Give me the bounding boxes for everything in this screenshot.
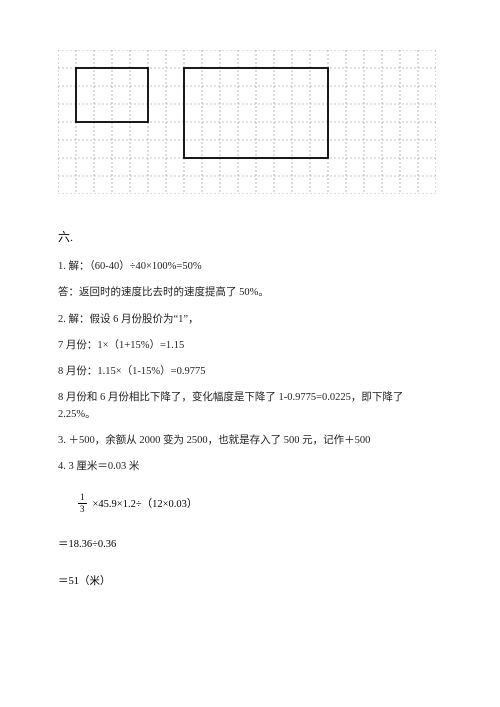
answer-line-1: 答：返回时的速度比去时的速度提高了 50%。 <box>58 285 442 301</box>
result-step-2: ＝51（米） <box>58 573 442 588</box>
month8-line: 8 月份：1.15×（1-15%）=0.9775 <box>58 364 442 380</box>
grid-diagram <box>58 50 436 194</box>
formula: 1 3 ×45.9×1.2÷（12×0.03） <box>78 493 442 514</box>
fraction-denominator: 3 <box>78 503 87 514</box>
solution-line-2: 2. 解：假设 6 月份股价为“1”， <box>58 312 442 328</box>
comparison-line: 8 月份和 6 月份相比下降了，变化幅度是下降了 1-0.9775=0.0225… <box>58 390 442 423</box>
month7-line: 7 月份：1×（1+15%）=1.15 <box>58 338 442 354</box>
fraction: 1 3 <box>78 493 87 514</box>
result-step-1: ＝18.36÷0.36 <box>58 536 442 551</box>
solution-line-3: 3. ＋500，余额从 2000 变为 2500，也就是存入了 500 元，记作… <box>58 433 442 449</box>
fraction-numerator: 1 <box>78 493 87 503</box>
solution-line-4: 4. 3 厘米＝0.03 米 <box>58 459 442 475</box>
formula-rest: ×45.9×1.2÷（12×0.03） <box>93 496 198 511</box>
solution-line-1: 1. 解：（60-40）÷40×100%=50% <box>58 259 442 275</box>
section-title: 六. <box>58 228 442 245</box>
